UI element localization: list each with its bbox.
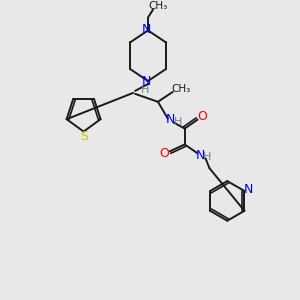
Text: N: N (244, 184, 253, 196)
Text: N: N (141, 76, 151, 88)
Text: CH₃: CH₃ (171, 84, 190, 94)
Text: H: H (203, 152, 212, 162)
Text: N: N (166, 113, 176, 126)
Text: N: N (196, 149, 205, 162)
Text: CH₃: CH₃ (148, 1, 168, 11)
Text: H: H (141, 85, 149, 95)
Text: O: O (198, 110, 208, 123)
Text: O: O (159, 147, 169, 160)
Text: N: N (141, 23, 151, 36)
Text: S: S (81, 130, 88, 143)
Text: H: H (174, 117, 182, 127)
